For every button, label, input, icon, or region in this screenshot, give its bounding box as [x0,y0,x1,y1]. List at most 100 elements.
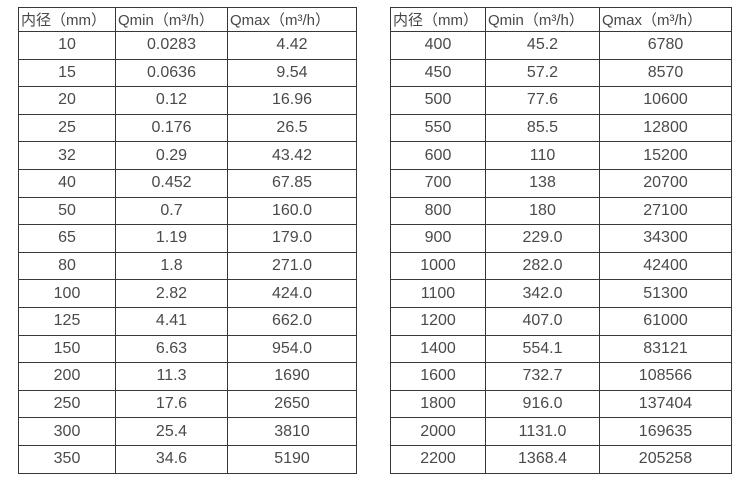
table-row: 550 85.5 12800 [390,113,732,143]
qmin-cell: 4.41 [115,306,228,336]
table-row: 450 57.2 8570 [390,58,732,88]
qmin-cell: 732.7 [485,362,600,391]
qmax-header: Qmax（m³/h） [599,7,732,32]
inner-diameter-cell: 300 [18,417,116,446]
qmax-cell: 160.0 [227,196,357,226]
qmax-cell: 3810 [227,417,357,446]
qmin-cell: 407.0 [485,306,600,336]
qmin-cell: 45.2 [485,31,600,60]
table-row: 1000 282.0 42400 [390,251,732,281]
inner-diameter-cell: 2000 [390,417,486,446]
qmax-cell: 4.42 [227,31,357,60]
inner-diameter-cell: 32 [18,141,116,170]
qmax-cell: 12800 [599,113,732,143]
qmax-cell: 27100 [599,196,732,226]
qmax-cell: 271.0 [227,251,357,281]
inner-diameter-cell: 1400 [390,334,486,364]
table-row: 600 110 15200 [390,141,732,170]
flow-table-small-diameters: 内径（mm） Qmin（m³/h） Qmax（m³/h） 10 0.0283 4.42 1… [18,7,357,474]
qmax-cell: 169635 [599,417,732,446]
qmax-cell: 26.5 [227,113,357,143]
qmin-cell: 342.0 [485,279,600,308]
qmax-cell: 8570 [599,58,732,88]
header-row: 内径（mm） Qmin（m³/h） Qmax（m³/h） [390,7,732,32]
table-row: 150 6.63 954.0 [18,334,357,364]
qmin-cell: 17.6 [115,389,228,419]
table-row: 200 11.3 1690 [18,362,357,391]
qmax-cell: 15200 [599,141,732,170]
header-row: 内径（mm） Qmin（m³/h） Qmax（m³/h） [18,7,357,32]
table-row: 1800 916.0 137404 [390,389,732,419]
inner-diameter-cell: 125 [18,306,116,336]
qmin-cell: 2.82 [115,279,228,308]
inner-diameter-cell: 150 [18,334,116,364]
qmax-cell: 662.0 [227,306,357,336]
qmin-header: Qmin（m³/h） [485,7,600,32]
qmin-cell: 85.5 [485,113,600,143]
qmin-cell: 57.2 [485,58,600,88]
qmin-cell: 1368.4 [485,444,600,474]
qmax-cell: 6780 [599,31,732,60]
qmin-cell: 1.19 [115,224,228,253]
inner-diameter-cell: 1200 [390,306,486,336]
qmin-cell: 554.1 [485,334,600,364]
qmin-cell: 77.6 [485,86,600,115]
qmin-cell: 0.29 [115,141,228,170]
qmin-cell: 6.63 [115,334,228,364]
qmax-cell: 16.96 [227,86,357,115]
qmax-cell: 61000 [599,306,732,336]
inner-diameter-cell: 800 [390,196,486,226]
inner-diameter-cell: 65 [18,224,116,253]
inner-diameter-cell: 900 [390,224,486,253]
inner-diameter-header: 内径（mm） [18,7,116,32]
qmin-cell: 180 [485,196,600,226]
table-row: 20 0.12 16.96 [18,86,357,115]
table-row: 1100 342.0 51300 [390,279,732,308]
table-row: 125 4.41 662.0 [18,306,357,336]
qmax-cell: 34300 [599,224,732,253]
table-row: 900 229.0 34300 [390,224,732,253]
inner-diameter-cell: 50 [18,196,116,226]
qmin-cell: 916.0 [485,389,600,419]
table-body: 400 45.2 6780 450 57.2 8570 500 77.6 10600 550 85.… [390,31,732,474]
inner-diameter-cell: 1800 [390,389,486,419]
inner-diameter-cell: 450 [390,58,486,88]
flow-table-large-diameters: 内径（mm） Qmin（m³/h） Qmax（m³/h） 400 45.2 6780 45… [390,7,732,474]
qmax-cell: 179.0 [227,224,357,253]
inner-diameter-cell: 700 [390,168,486,198]
qmax-cell: 2650 [227,389,357,419]
table-row: 80 1.8 271.0 [18,251,357,281]
table-row: 15 0.0636 9.54 [18,58,357,88]
inner-diameter-header: 内径（mm） [390,7,486,32]
qmin-cell: 11.3 [115,362,228,391]
qmin-cell: 0.452 [115,168,228,198]
qmax-cell: 9.54 [227,58,357,88]
table-row: 32 0.29 43.42 [18,141,357,170]
qmin-cell: 34.6 [115,444,228,474]
qmax-cell: 10600 [599,86,732,115]
qmax-cell: 954.0 [227,334,357,364]
table-row: 350 34.6 5190 [18,444,357,474]
inner-diameter-cell: 550 [390,113,486,143]
qmax-cell: 20700 [599,168,732,198]
qmax-cell: 5190 [227,444,357,474]
inner-diameter-cell: 10 [18,31,116,60]
qmax-cell: 67.85 [227,168,357,198]
table-row: 10 0.0283 4.42 [18,31,357,60]
table-row: 50 0.7 160.0 [18,196,357,226]
inner-diameter-cell: 1600 [390,362,486,391]
qmin-cell: 0.0283 [115,31,228,60]
inner-diameter-cell: 200 [18,362,116,391]
qmax-cell: 83121 [599,334,732,364]
qmax-cell: 42400 [599,251,732,281]
table-row: 500 77.6 10600 [390,86,732,115]
qmin-cell: 1.8 [115,251,228,281]
table-row: 2200 1368.4 205258 [390,444,732,474]
qmin-cell: 0.0636 [115,58,228,88]
qmax-cell: 424.0 [227,279,357,308]
table-header-row: 内径（mm） Qmin（m³/h） Qmax（m³/h） [18,7,357,32]
qmin-header: Qmin（m³/h） [115,7,228,32]
inner-diameter-cell: 20 [18,86,116,115]
table-row: 1400 554.1 83121 [390,334,732,364]
